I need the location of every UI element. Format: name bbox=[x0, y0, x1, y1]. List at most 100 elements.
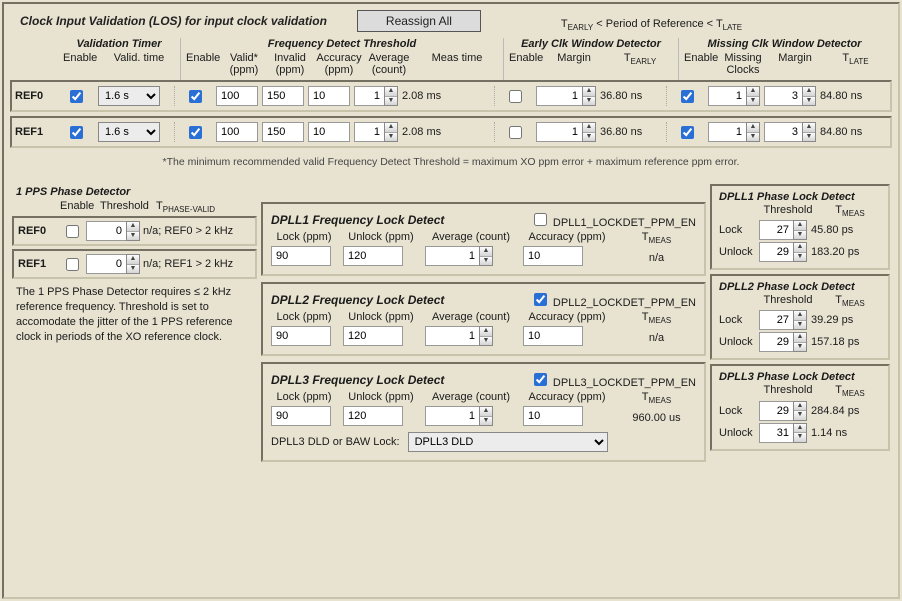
number-input[interactable] bbox=[759, 310, 793, 330]
pps-enable-checkbox[interactable] bbox=[66, 258, 79, 271]
freq-lock-detect-panel: DPLL3 Frequency Lock Detect DPLL3_LOCKDE… bbox=[261, 362, 706, 462]
number-input[interactable] bbox=[764, 86, 802, 106]
phase-lock-detect-column: DPLL1 Phase Lock Detect ThresholdTMEAS L… bbox=[710, 184, 890, 468]
accuracy-ppm-input[interactable] bbox=[308, 86, 350, 106]
pld-title: DPLL3 Phase Lock Detect bbox=[719, 371, 881, 384]
accuracy-ppm-input[interactable] bbox=[523, 406, 583, 426]
lock-ppm-input[interactable] bbox=[271, 326, 331, 346]
number-input[interactable] bbox=[86, 254, 126, 274]
number-input[interactable] bbox=[759, 401, 793, 421]
spinner[interactable]: ▲▼ bbox=[793, 423, 807, 443]
spinner[interactable]: ▲▼ bbox=[793, 310, 807, 330]
number-input[interactable] bbox=[764, 122, 802, 142]
fd-enable-checkbox[interactable] bbox=[189, 90, 202, 103]
spinner[interactable]: ▲▼ bbox=[126, 221, 140, 241]
spinner[interactable]: ▲▼ bbox=[793, 242, 807, 262]
spinner[interactable]: ▲▼ bbox=[746, 86, 760, 106]
spinner[interactable]: ▲▼ bbox=[802, 86, 816, 106]
ref-row: REF1 1.6 s ▲▼ 2.08 ms ▲▼ 36.80 ns ▲▼ ▲▼ … bbox=[10, 116, 892, 148]
lock-ppm-input[interactable] bbox=[271, 246, 331, 266]
unlock-ppm-input[interactable] bbox=[343, 406, 403, 426]
number-input[interactable] bbox=[86, 221, 126, 241]
fd-enable-checkbox[interactable] bbox=[189, 126, 202, 139]
spinner[interactable]: ▲▼ bbox=[582, 86, 596, 106]
valid-time-select[interactable]: 1.6 s bbox=[98, 122, 160, 142]
spinner[interactable]: ▲▼ bbox=[746, 122, 760, 142]
pps-note-value: n/a; REF1 > 2 kHz bbox=[143, 258, 233, 270]
pps-row: REF0 ▲▼ n/a; REF0 > 2 kHz bbox=[12, 216, 257, 246]
early-enable-checkbox[interactable] bbox=[509, 90, 522, 103]
lock-tmeas: 284.84 ps bbox=[811, 405, 859, 417]
missing-enable-checkbox[interactable] bbox=[681, 126, 694, 139]
spinner[interactable]: ▲▼ bbox=[582, 122, 596, 142]
clock-validation-panel: Clock Input Validation (LOS) for input c… bbox=[2, 2, 900, 599]
lockdet-ppm-enable[interactable]: DPLL2_LOCKDET_PPM_EN bbox=[530, 290, 696, 309]
phase-lock-detect-panel: DPLL3 Phase Lock Detect ThresholdTMEAS L… bbox=[710, 364, 890, 450]
unlock-ppm-input[interactable] bbox=[343, 246, 403, 266]
spinner[interactable]: ▲▼ bbox=[126, 254, 140, 274]
t-early-value: 36.80 ns bbox=[600, 126, 654, 138]
ref-row: REF0 1.6 s ▲▼ 2.08 ms ▲▼ 36.80 ns ▲▼ ▲▼ … bbox=[10, 80, 892, 112]
ref-label: REF1 bbox=[15, 126, 55, 138]
number-input[interactable] bbox=[708, 86, 746, 106]
number-input[interactable] bbox=[759, 220, 793, 240]
number-input[interactable] bbox=[354, 86, 384, 106]
reassign-all-button[interactable]: Reassign All bbox=[357, 10, 481, 32]
number-input[interactable] bbox=[536, 86, 582, 106]
pps-ref-label: REF0 bbox=[18, 225, 58, 237]
freq-lock-detect-panel: DPLL1 Frequency Lock Detect DPLL1_LOCKDE… bbox=[261, 202, 706, 276]
pps-note-value: n/a; REF0 > 2 kHz bbox=[143, 225, 233, 237]
vt-enable-checkbox[interactable] bbox=[70, 90, 83, 103]
meas-time-value: 2.08 ms bbox=[402, 90, 456, 102]
spinner[interactable]: ▲▼ bbox=[793, 401, 807, 421]
unlock-tmeas: 1.14 ns bbox=[811, 427, 847, 439]
pps-ref-label: REF1 bbox=[18, 258, 58, 270]
accuracy-ppm-input[interactable] bbox=[523, 246, 583, 266]
lock-ppm-input[interactable] bbox=[271, 406, 331, 426]
pps-enable-checkbox[interactable] bbox=[66, 225, 79, 238]
invalid-ppm-input[interactable] bbox=[262, 122, 304, 142]
number-input[interactable] bbox=[354, 122, 384, 142]
freq-lock-detect-panel: DPLL2 Frequency Lock Detect DPLL2_LOCKDE… bbox=[261, 282, 706, 356]
valid-time-select[interactable]: 1.6 s bbox=[98, 86, 160, 106]
number-input[interactable] bbox=[536, 122, 582, 142]
dld-select[interactable]: DPLL3 DLD bbox=[408, 432, 608, 452]
accuracy-ppm-input[interactable] bbox=[523, 326, 583, 346]
column-headers: Validation Timer Enable Valid. time Freq… bbox=[10, 38, 892, 80]
freq-lock-detect-column: DPLL1 Frequency Lock Detect DPLL1_LOCKDE… bbox=[261, 184, 706, 468]
number-input[interactable] bbox=[759, 423, 793, 443]
accuracy-ppm-input[interactable] bbox=[308, 122, 350, 142]
lockdet-ppm-enable[interactable]: DPLL3_LOCKDET_PPM_EN bbox=[530, 370, 696, 389]
invalid-ppm-input[interactable] bbox=[262, 86, 304, 106]
phase-lock-detect-panel: DPLL2 Phase Lock Detect ThresholdTMEAS L… bbox=[710, 274, 890, 360]
fld-title: DPLL3 Frequency Lock Detect bbox=[271, 373, 444, 387]
number-input[interactable] bbox=[759, 332, 793, 352]
unlock-ppm-input[interactable] bbox=[343, 326, 403, 346]
number-input[interactable] bbox=[425, 406, 479, 426]
early-enable-checkbox[interactable] bbox=[509, 126, 522, 139]
spinner[interactable]: ▲▼ bbox=[802, 122, 816, 142]
lockdet-ppm-enable[interactable]: DPLL1_LOCKDET_PPM_EN bbox=[530, 210, 696, 229]
spinner[interactable]: ▲▼ bbox=[479, 326, 493, 346]
number-input[interactable] bbox=[708, 122, 746, 142]
spinner[interactable]: ▲▼ bbox=[384, 86, 398, 106]
valid-ppm-input[interactable] bbox=[216, 122, 258, 142]
vt-enable-checkbox[interactable] bbox=[70, 126, 83, 139]
dld-label: DPLL3 DLD or BAW Lock: bbox=[271, 436, 400, 448]
footnote: *The minimum recommended valid Frequency… bbox=[10, 152, 892, 184]
t-early-value: 36.80 ns bbox=[600, 90, 654, 102]
number-input[interactable] bbox=[425, 246, 479, 266]
spinner[interactable]: ▲▼ bbox=[793, 220, 807, 240]
meas-time-value: 2.08 ms bbox=[402, 126, 456, 138]
pps-note: The 1 PPS Phase Detector requires ≤ 2 kH… bbox=[12, 282, 257, 347]
spinner[interactable]: ▲▼ bbox=[384, 122, 398, 142]
spinner[interactable]: ▲▼ bbox=[479, 246, 493, 266]
number-input[interactable] bbox=[425, 326, 479, 346]
missing-enable-checkbox[interactable] bbox=[681, 90, 694, 103]
valid-ppm-input[interactable] bbox=[216, 86, 258, 106]
spinner[interactable]: ▲▼ bbox=[479, 406, 493, 426]
pps-row: REF1 ▲▼ n/a; REF1 > 2 kHz bbox=[12, 249, 257, 279]
spinner[interactable]: ▲▼ bbox=[793, 332, 807, 352]
fld-title: DPLL1 Frequency Lock Detect bbox=[271, 213, 444, 227]
number-input[interactable] bbox=[759, 242, 793, 262]
